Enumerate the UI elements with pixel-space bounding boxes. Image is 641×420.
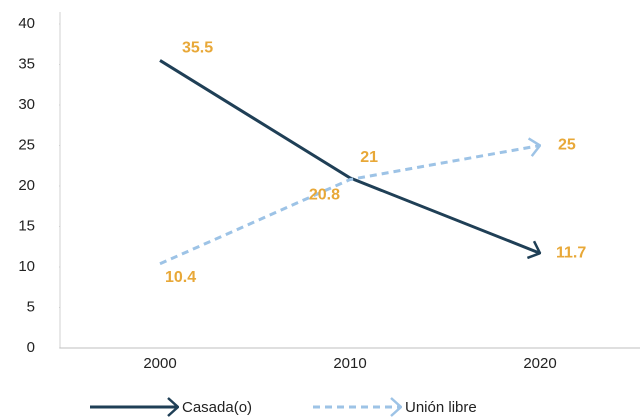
x-tick-label: 2010 <box>333 355 366 372</box>
x-tick-label: 2020 <box>523 355 556 372</box>
y-tick-label: 30 <box>18 96 35 113</box>
y-tick-label: 15 <box>18 217 35 234</box>
series-line <box>159 146 540 266</box>
y-tick-label: 35 <box>18 55 35 72</box>
series-line <box>159 59 540 253</box>
y-tick-label: 5 <box>27 298 35 315</box>
value-label: 35.5 <box>182 40 213 57</box>
y-tick-label: 25 <box>18 136 35 153</box>
value-label: 25 <box>558 137 576 154</box>
x-tick-label: 2000 <box>143 355 176 372</box>
legend-label: Unión libre <box>405 399 477 416</box>
y-tick-label: 20 <box>18 177 35 194</box>
y-tick-label: 10 <box>18 258 35 275</box>
y-tick-label: 40 <box>18 15 35 32</box>
value-label: 10.4 <box>165 269 196 286</box>
y-tick-label: 0 <box>27 339 35 356</box>
value-label: 21 <box>360 149 378 166</box>
legend-label: Casada(o) <box>182 399 252 416</box>
value-label: 11.7 <box>556 244 586 261</box>
value-label: 20.8 <box>309 187 340 204</box>
